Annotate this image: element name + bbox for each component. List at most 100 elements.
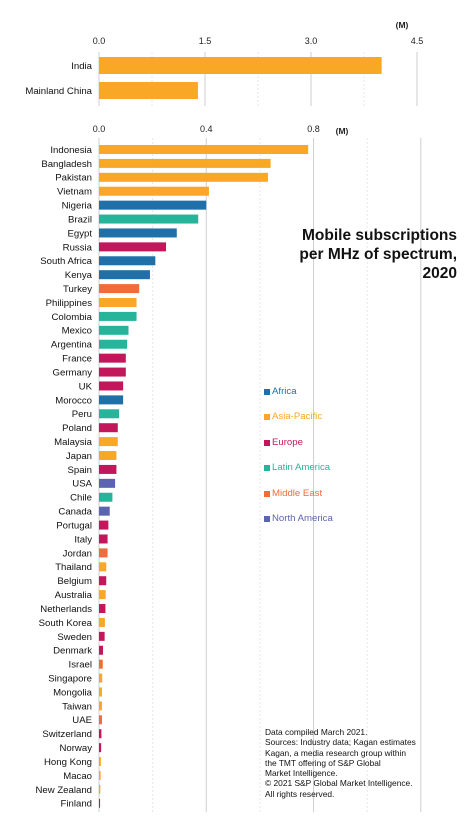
category-label-russia: Russia [63,242,93,253]
source-line-2: Sources: Industry data; Kagan estimates [265,737,416,748]
bar-australia [99,590,106,600]
bar-uk [99,381,124,391]
bar-nigeria [99,200,207,210]
bar-egypt [99,228,177,238]
source-line-6: © 2021 S&P Global Market Intelligence. [265,778,413,789]
bar-indonesia [99,145,309,154]
bar-philippines [99,298,137,308]
category-label-germany: Germany [53,367,93,378]
bar-singapore [99,673,103,683]
bar-peru [99,409,120,419]
tick-label-1: 0.4 [200,124,213,134]
category-label-peru: Peru [72,409,92,420]
bar-india [99,57,382,74]
category-label-switzerland: Switzerland [42,729,92,740]
bar-norway [99,743,102,753]
bar-israel [99,659,103,669]
bar-switzerland [99,729,102,739]
bar-taiwan [99,701,102,711]
category-label-uk: UK [79,381,93,392]
bar-japan [99,451,117,461]
axis-unit: (M) [396,20,409,30]
category-label-new-zealand: New Zealand [35,785,92,796]
legend-swatch-africa [264,389,270,395]
axis-unit: (M) [336,126,349,136]
category-label-indonesia: Indonesia [50,145,92,156]
bar-jordan [99,548,108,558]
legend-label-latin-america: Latin America [272,462,331,474]
bar-netherlands [99,604,106,614]
category-label-pakistan: Pakistan [55,173,92,184]
category-label-usa: USA [72,479,92,490]
category-label-japan: Japan [66,451,92,462]
chart-title: Mobile subscriptions per MHz of spectrum… [257,226,457,283]
category-label-mongolia: Mongolia [53,687,93,698]
legend-swatch-europe [264,439,270,446]
category-label-morocco: Morocco [55,395,92,406]
bar-denmark [99,645,104,655]
bar-poland [99,423,118,433]
category-label-italy: Italy [74,534,92,545]
legend-item-africa: Africa [264,386,333,411]
legend-item-latin-america: Latin America [264,462,333,487]
bar-uae [99,715,102,725]
category-label-hong-kong: Hong Kong [44,757,92,768]
category-label-australia: Australia [55,590,93,601]
legend-label-europe: Europe [272,436,303,448]
bar-chile [99,492,113,502]
category-label-turkey: Turkey [63,284,92,295]
legend-swatch-middle-east [264,490,270,497]
category-label-france: France [62,354,92,365]
category-label-kenya: Kenya [65,270,93,281]
legend: Africa Asia-Pacific Europe Latin America… [264,386,333,538]
bar-belgium [99,576,107,586]
title-line-1: Mobile subscriptions [301,227,457,244]
bar-malaysia [99,437,118,447]
category-label-chile: Chile [70,493,92,504]
category-label-netherlands: Netherlands [40,604,92,615]
category-label-belgium: Belgium [57,576,92,587]
category-label-jordan: Jordan [63,548,92,559]
category-label-portugal: Portugal [56,520,92,531]
category-label-poland: Poland [62,423,92,434]
category-label-macao: Macao [63,771,92,782]
source-line-1: Data compiled March 2021. [265,727,368,737]
category-label-taiwan: Taiwan [62,701,92,712]
category-label-finland: Finland [61,799,92,810]
source-line-3: Kagan, a media research group within [265,747,407,758]
tick-label-0: 0.0 [93,36,106,46]
category-label-nigeria: Nigeria [62,201,93,212]
source-line-5: Market Intelligence. [265,768,338,779]
category-label-india: India [71,61,92,72]
bar-morocco [99,395,124,405]
source-line-7: All rights reserved. [265,788,335,799]
title-line-2: per MHz of spectrum, [299,246,457,263]
bar-canada [99,506,110,516]
legend-item-north-america: North America [264,513,333,538]
bar-kenya [99,270,150,280]
category-label-vietnam: Vietnam [57,187,92,198]
source-note: Data compiled March 2021. Sources: Indus… [265,727,465,799]
bar-mexico [99,325,129,335]
category-label-argentina: Argentina [51,340,93,351]
bar-thailand [99,562,107,572]
bar-mainland-china [99,82,198,99]
bar-portugal [99,520,109,530]
tick-label-0: 0.0 [93,124,106,134]
bar-new-zealand [99,784,101,794]
bar-spain [99,464,117,474]
legend-item-europe: Europe [264,437,333,462]
top-panel: 0.0 1.5 3.0 4.5(M) India Mainland China [25,20,423,106]
category-label-malaysia: Malaysia [54,437,93,448]
bar-russia [99,242,167,252]
title-line-3: 2020 [422,265,457,282]
bar-hong-kong [99,757,101,767]
category-label-mexico: Mexico [62,326,92,337]
bottom-panel: 0.0 0.4 0.8 (M) Indonesia Bangladesh Pakistan V… [35,124,422,812]
category-label-israel: Israel [69,660,92,671]
category-label-spain: Spain [67,465,92,476]
bar-brazil [99,214,199,224]
category-label-south-korea: South Korea [39,618,93,629]
bar-macao [99,770,101,780]
legend-label-africa: Africa [272,386,297,397]
